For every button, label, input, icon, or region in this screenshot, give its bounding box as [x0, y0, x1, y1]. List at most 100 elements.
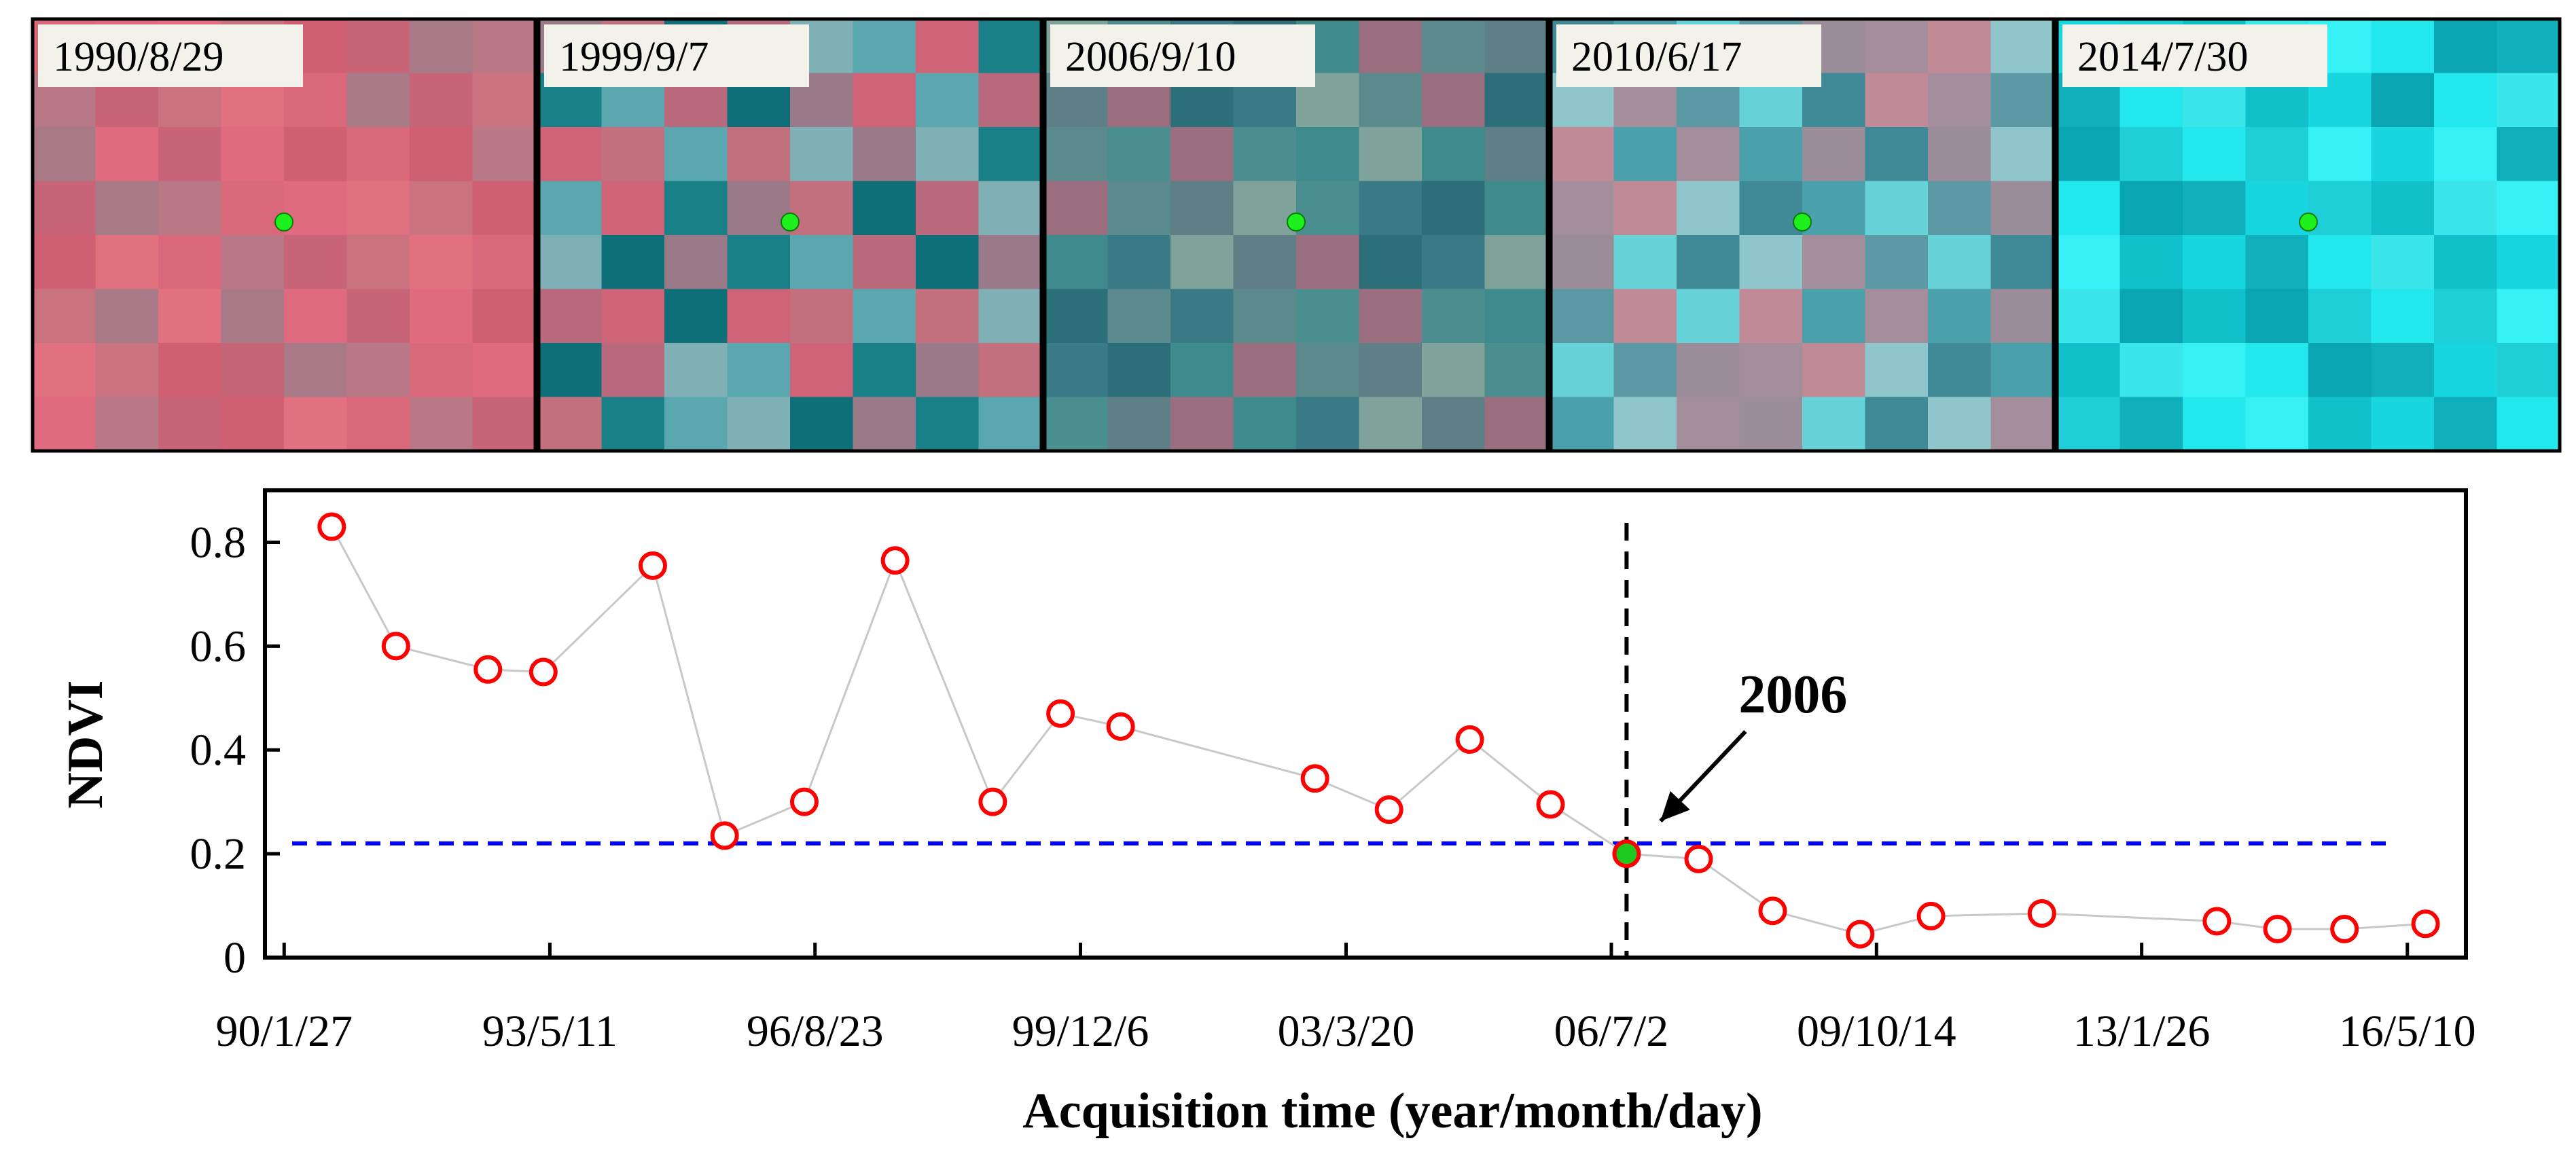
tile-border — [1043, 17, 1550, 453]
tile-pixel — [410, 19, 473, 73]
tile-pixel — [346, 181, 410, 236]
tile-pixel — [1865, 19, 1929, 73]
tile-pixel — [95, 289, 159, 344]
tile-pixel — [978, 181, 1042, 236]
tile-pixel — [1107, 397, 1171, 452]
tile-pixel — [1613, 235, 1677, 289]
tile-pixel — [2119, 289, 2183, 344]
tile-pixel — [853, 181, 916, 236]
tile-pixel — [284, 181, 347, 236]
tile-pixel — [2434, 397, 2497, 452]
tile-pixel — [978, 343, 1042, 397]
annotation: 2006 — [1659, 665, 1847, 823]
tile-pixel — [472, 181, 536, 236]
data-point — [317, 512, 346, 541]
tile-pixel — [95, 127, 159, 181]
tile-pixel — [853, 127, 916, 181]
tile-pixel — [1233, 289, 1297, 344]
tile-pixel — [664, 181, 728, 236]
tile-date-label: 2006/9/10 — [1065, 34, 1236, 80]
tile-border — [2055, 17, 2562, 453]
tile-pixel — [1739, 127, 1803, 181]
data-point — [529, 657, 558, 687]
tile-pixel — [1107, 181, 1171, 236]
tile-pixel — [1802, 127, 1865, 181]
tile-pixel — [1551, 181, 1614, 236]
tile-pixel — [33, 397, 96, 452]
tile-pixel — [1296, 181, 1359, 236]
tile-pixel — [2497, 397, 2560, 452]
data-point — [2202, 907, 2232, 936]
data-point — [1846, 920, 1875, 949]
tile-pixel — [1233, 127, 1297, 181]
tile-pixel — [1233, 397, 1297, 452]
data-point — [638, 551, 667, 580]
tile-pixel — [346, 397, 410, 452]
tile-pixel — [1928, 127, 1991, 181]
tile-pixel — [1613, 127, 1677, 181]
tile-pixel — [978, 289, 1042, 344]
tile-pixel — [2371, 73, 2435, 128]
image-strip: 1990/8/29 1999/9/7 2006/9/10 2010/6/17 2014/… — [31, 17, 2562, 453]
tile-pixel — [1045, 289, 1108, 344]
tile-pixel — [1802, 235, 1865, 289]
tile-pixel — [601, 181, 665, 236]
tile-pixel — [727, 235, 791, 289]
tile-pixel — [664, 397, 728, 452]
tile-pixel — [2057, 289, 2120, 344]
tile-pixel — [1613, 181, 1677, 236]
tile-pixel — [916, 73, 979, 128]
tile-pixel — [2057, 235, 2120, 289]
tile-pixel — [33, 343, 96, 397]
tile-pixel — [727, 289, 791, 344]
tile-pixel — [2183, 181, 2246, 236]
tile-pixel — [1422, 343, 1485, 397]
data-point — [2411, 909, 2440, 939]
tile-pixel — [1170, 289, 1234, 344]
tile-pixel — [916, 181, 979, 236]
tile-pixel — [472, 397, 536, 452]
tile-pixel — [1422, 235, 1485, 289]
tile-pixel — [916, 127, 979, 181]
tile-pixel — [2119, 181, 2183, 236]
tile-pixel — [1359, 289, 1423, 344]
tile-pixel — [601, 343, 665, 397]
tile-pixel — [2308, 127, 2372, 181]
ndvi-chart: 2006 0 0.2 0.4 0.6 0.8 90/1/27 93/5/11 96/8/23 9… — [58, 488, 2476, 1139]
tile-pixel — [158, 343, 221, 397]
tile-pixel — [853, 19, 916, 73]
tile-label-box — [1556, 24, 1821, 87]
tile-pixel — [1170, 397, 1234, 452]
tile-pixel — [1045, 397, 1108, 452]
tile-pixel — [346, 73, 410, 128]
tile-pixel — [2183, 235, 2246, 289]
tile-pixel — [2308, 181, 2372, 236]
tile-pixel — [916, 289, 979, 344]
tile-pixel — [1170, 181, 1234, 236]
tile-pixel — [1802, 397, 1865, 452]
tile-pixel — [410, 73, 473, 128]
tile-pixel — [2119, 235, 2183, 289]
tile-pixel — [2183, 289, 2246, 344]
x-tick-label: 09/10/14 — [1797, 1006, 1956, 1056]
tile-pixel — [727, 181, 791, 236]
annotation-label: 2006 — [1738, 665, 1847, 725]
tile-pixel — [601, 289, 665, 344]
tile-pixel — [853, 235, 916, 289]
tile-pixel — [978, 127, 1042, 181]
tile-pixel — [2183, 343, 2246, 397]
tile-pixel — [410, 127, 473, 181]
tile-pixel — [2497, 289, 2560, 344]
tile-pixel — [2057, 127, 2120, 181]
tile-pixel — [1484, 73, 1548, 128]
tile-pixel — [2308, 397, 2372, 452]
tile-pixel — [853, 73, 916, 128]
tile-pixel — [2308, 289, 2372, 344]
tile-pixel — [664, 127, 728, 181]
tile-label-box — [2062, 24, 2327, 87]
tile-pixel — [2057, 397, 2120, 452]
tile-pixel — [1422, 73, 1485, 128]
tile-pixel — [790, 127, 853, 181]
tile-pixel — [221, 127, 285, 181]
tile-pixel — [2497, 235, 2560, 289]
